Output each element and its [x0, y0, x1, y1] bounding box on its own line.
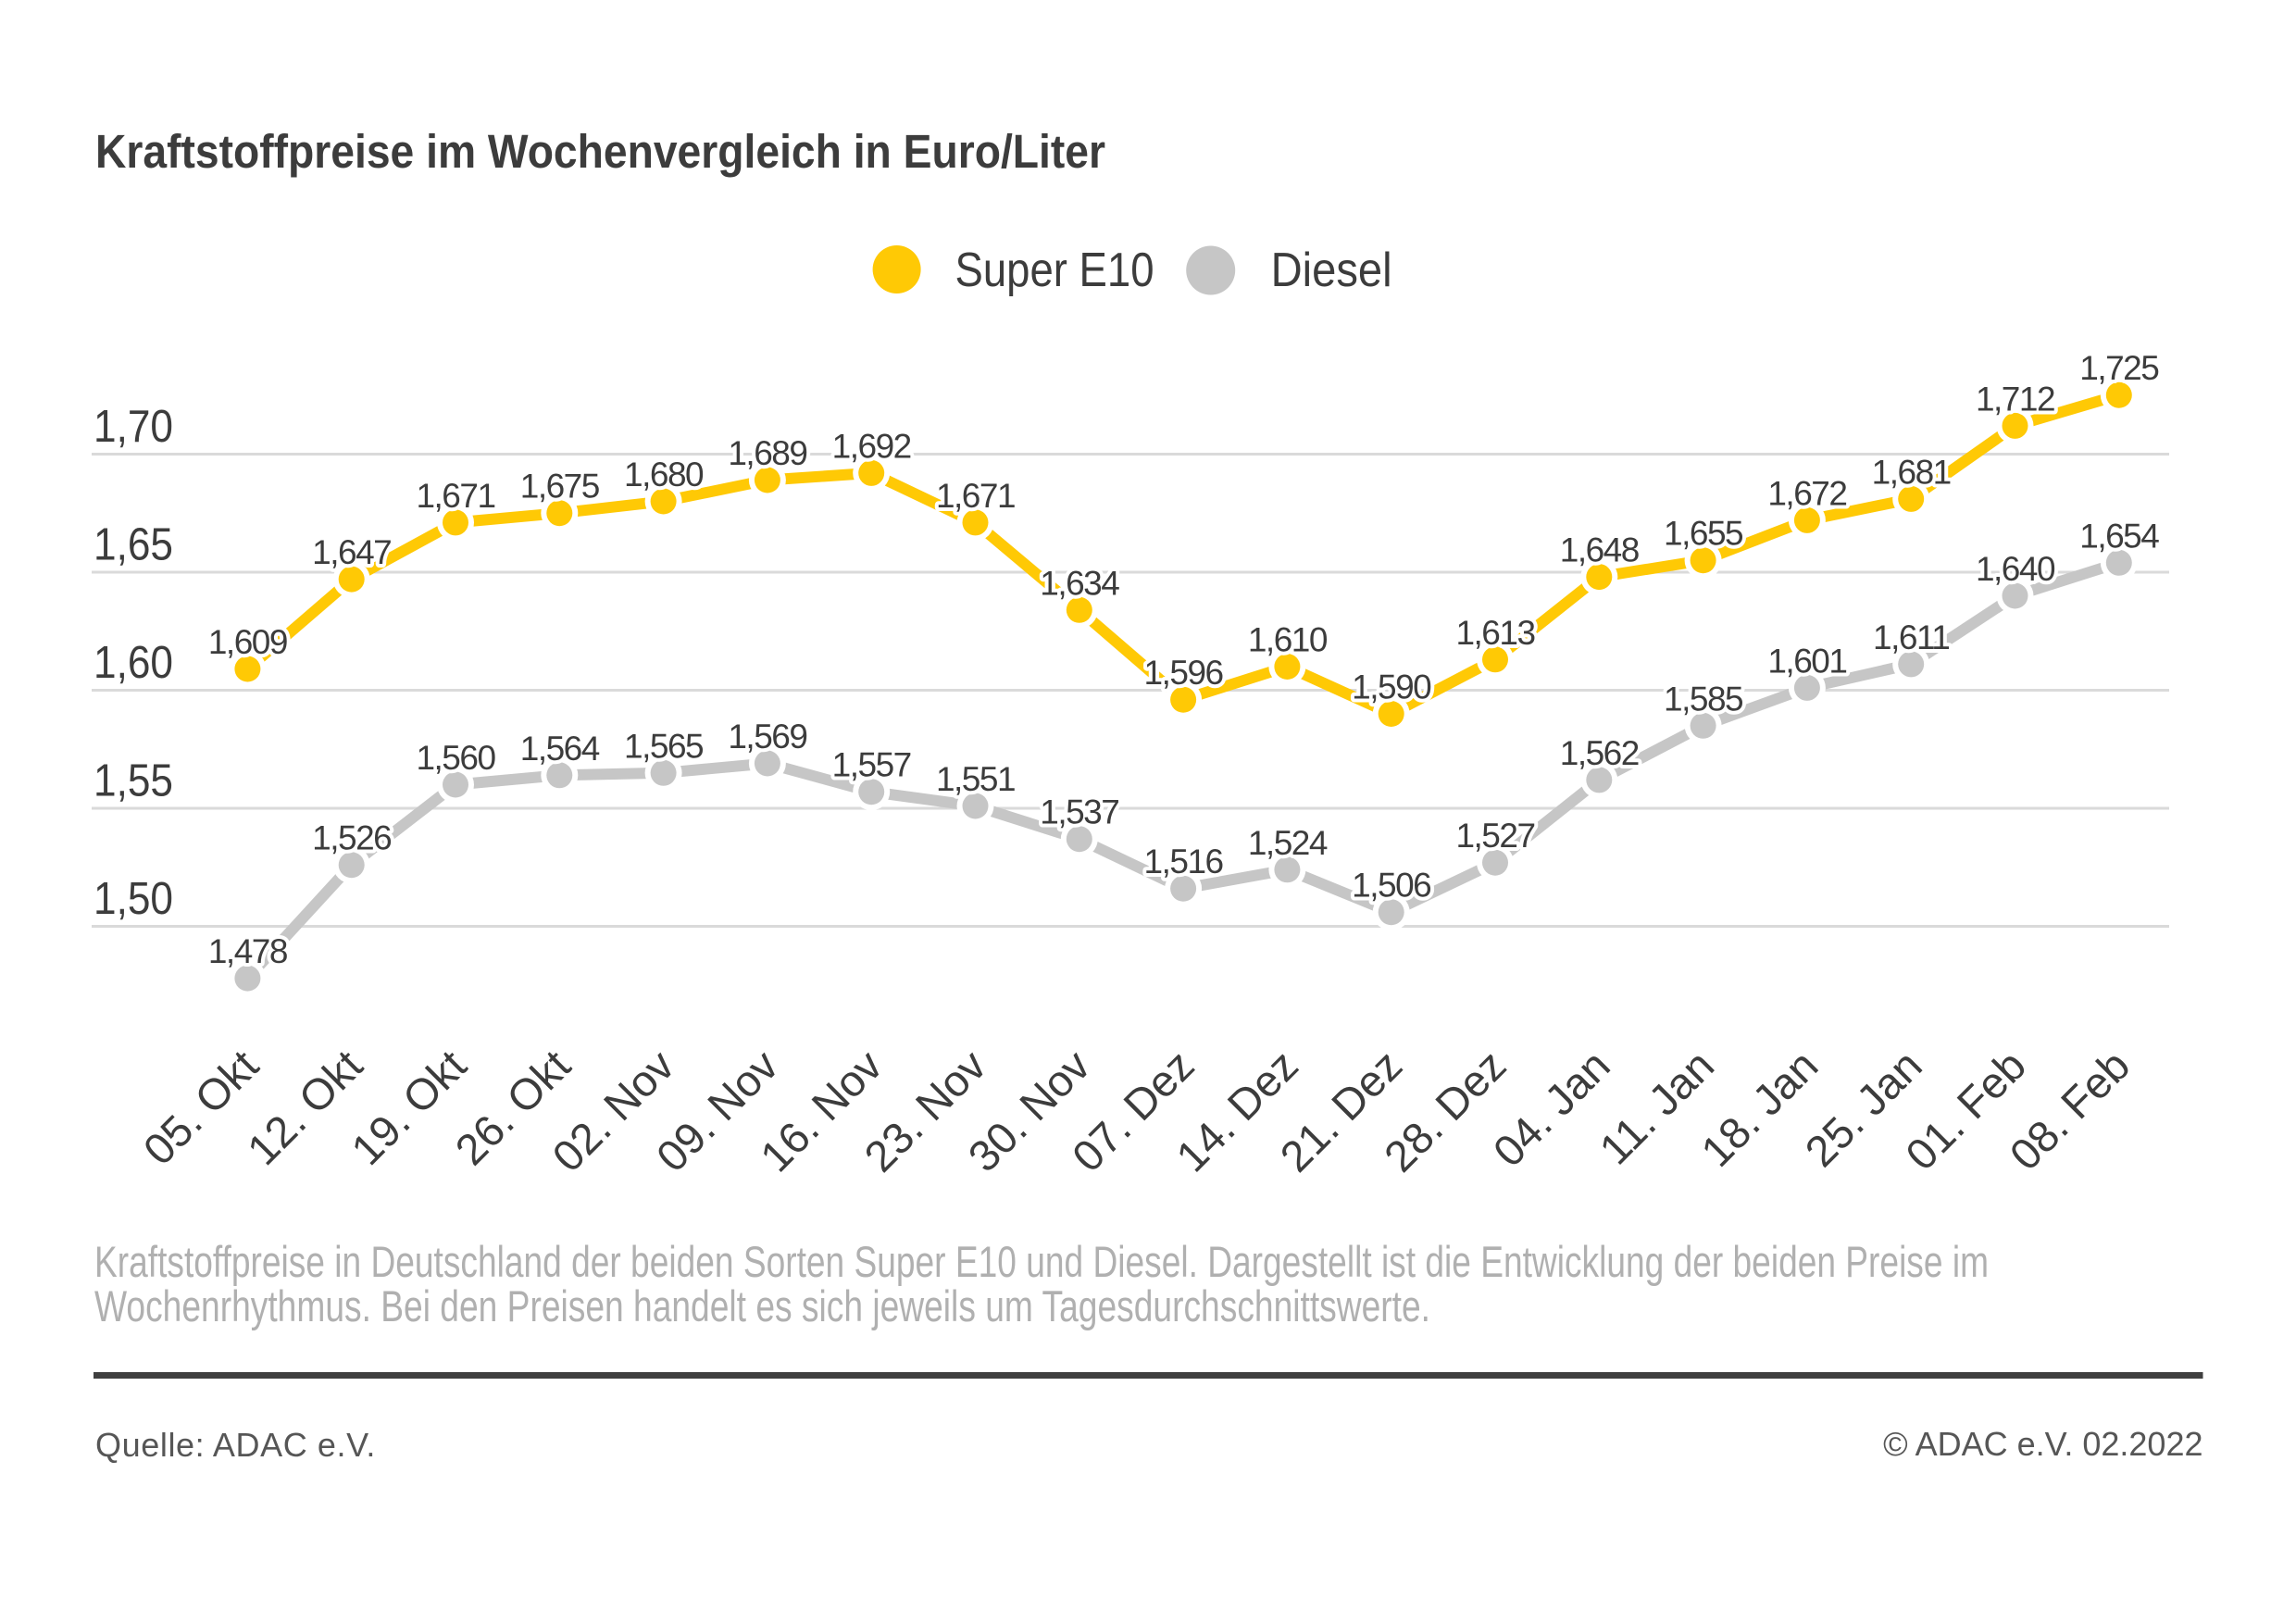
svg-text:1,55: 1,55	[94, 756, 173, 806]
svg-text:© ADAC e.V. 02.2022: © ADAC e.V. 02.2022	[1883, 1425, 2202, 1463]
svg-text:1,611: 1,611	[1873, 618, 1949, 656]
svg-text:1,585: 1,585	[1664, 680, 1743, 718]
svg-text:1,654: 1,654	[2079, 517, 2159, 555]
svg-text:Super E10: Super E10	[955, 244, 1154, 297]
svg-text:1,689: 1,689	[728, 434, 806, 472]
svg-text:1,680: 1,680	[624, 456, 704, 493]
svg-text:1,672: 1,672	[1767, 474, 1846, 512]
svg-text:1,712: 1,712	[1976, 380, 2054, 418]
svg-text:1,725: 1,725	[2079, 349, 2159, 387]
svg-text:1,526: 1,526	[312, 819, 391, 857]
svg-text:1,596: 1,596	[1144, 654, 1223, 692]
svg-text:1,565: 1,565	[624, 727, 704, 765]
svg-text:1,516: 1,516	[1144, 843, 1223, 880]
svg-text:Quelle: ADAC e.V.: Quelle: ADAC e.V.	[95, 1426, 376, 1464]
svg-text:1,590: 1,590	[1352, 668, 1431, 706]
svg-text:1,564: 1,564	[520, 730, 600, 768]
svg-text:1,478: 1,478	[208, 932, 287, 970]
svg-text:1,60: 1,60	[94, 638, 173, 688]
svg-text:1,551: 1,551	[936, 760, 1015, 798]
svg-text:1,560: 1,560	[416, 739, 495, 777]
svg-text:1,537: 1,537	[1040, 793, 1118, 831]
svg-text:1,647: 1,647	[312, 533, 391, 571]
svg-text:1,648: 1,648	[1560, 531, 1639, 569]
svg-text:1,557: 1,557	[832, 746, 911, 784]
svg-text:1,681: 1,681	[1872, 453, 1951, 491]
svg-text:1,50: 1,50	[94, 874, 173, 924]
svg-text:1,506: 1,506	[1352, 867, 1430, 905]
svg-text:1,692: 1,692	[832, 427, 911, 465]
svg-text:1,640: 1,640	[1976, 550, 2055, 588]
svg-text:1,65: 1,65	[94, 520, 173, 570]
svg-text:1,675: 1,675	[520, 468, 600, 506]
svg-text:Kraftstoffpreise im Wochenverg: Kraftstoffpreise im Wochenvergleich in E…	[95, 125, 1105, 178]
svg-text:1,562: 1,562	[1560, 734, 1639, 772]
svg-text:1,610: 1,610	[1248, 621, 1328, 659]
svg-text:1,671: 1,671	[416, 477, 494, 515]
svg-text:1,524: 1,524	[1248, 824, 1328, 862]
svg-text:1,70: 1,70	[94, 402, 173, 452]
svg-text:1,671: 1,671	[936, 477, 1015, 515]
svg-text:1,613: 1,613	[1455, 614, 1534, 652]
svg-text:Diesel: Diesel	[1271, 244, 1392, 297]
svg-text:Wochenrhythmus. Bei den Preise: Wochenrhythmus. Bei den Preisen handelt …	[94, 1281, 1430, 1330]
svg-text:1,601: 1,601	[1767, 642, 1846, 680]
svg-text:1,655: 1,655	[1664, 515, 1743, 553]
svg-text:1,527: 1,527	[1455, 817, 1534, 855]
svg-text:1,609: 1,609	[208, 623, 287, 661]
svg-text:1,634: 1,634	[1040, 564, 1119, 602]
svg-text:1,569: 1,569	[728, 718, 806, 756]
svg-text:Kraftstoffpreise in Deutschlan: Kraftstoffpreise in Deutschland der beid…	[94, 1237, 1989, 1286]
